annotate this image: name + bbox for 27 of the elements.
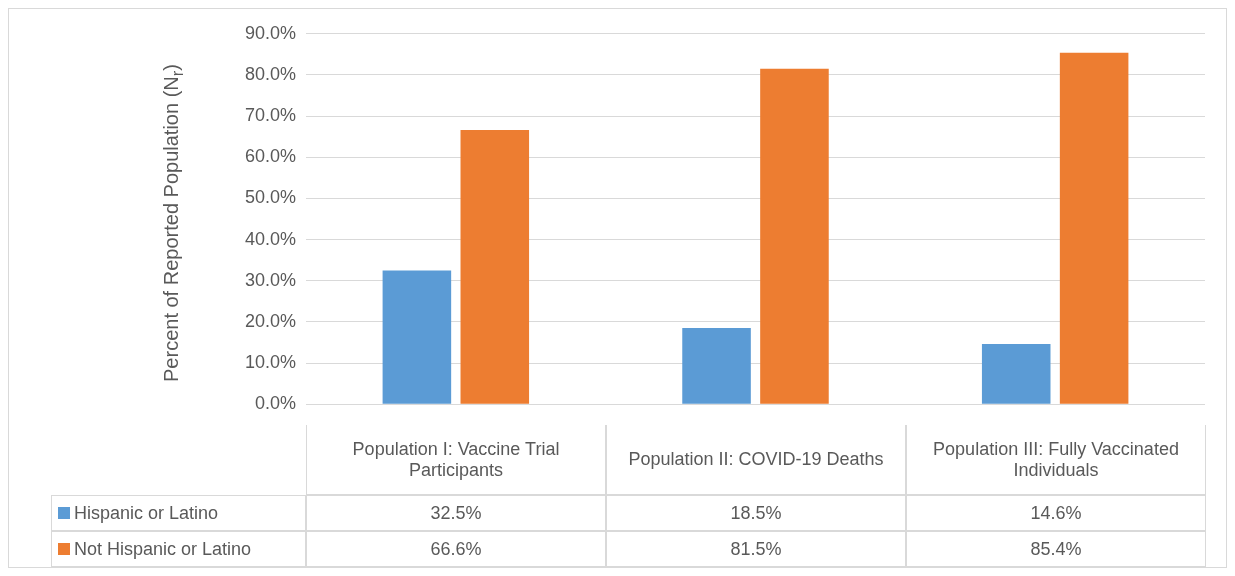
- legend-label: Not Hispanic or Latino: [51, 531, 306, 567]
- data-label: 18.5%: [606, 495, 906, 531]
- data-label: 85.4%: [906, 531, 1206, 567]
- x-tick-label: Population I: Vaccine Trial Participants: [306, 425, 606, 495]
- y-tick-label: 80.0%: [244, 63, 296, 84]
- data-label: 32.5%: [306, 495, 606, 531]
- y-tick-label: 30.0%: [244, 269, 296, 290]
- data-label: 66.6%: [306, 531, 606, 567]
- bar: [1059, 52, 1129, 404]
- y-tick-label: 20.0%: [244, 310, 296, 331]
- bar: [382, 270, 452, 404]
- x-tick-label: Population III: Fully Vaccinated Individuals: [906, 425, 1206, 495]
- y-tick-label: 10.0%: [244, 352, 296, 373]
- y-tick-label: 0.0%: [254, 393, 296, 414]
- bar: [682, 328, 751, 404]
- legend-label: Hispanic or Latino: [51, 495, 306, 531]
- y-tick-label: 40.0%: [244, 228, 296, 249]
- y-tick-label: 70.0%: [244, 105, 296, 126]
- data-label: 81.5%: [606, 531, 906, 567]
- bar: [760, 68, 829, 404]
- y-tick-label: 50.0%: [244, 187, 296, 208]
- x-tick-label: Population II: COVID-19 Deaths: [606, 425, 906, 495]
- bar: [460, 130, 530, 404]
- data-label: 14.6%: [906, 495, 1206, 531]
- y-tick-label: 90.0%: [244, 22, 296, 43]
- bar: [981, 344, 1051, 404]
- y-tick-label: 60.0%: [244, 146, 296, 167]
